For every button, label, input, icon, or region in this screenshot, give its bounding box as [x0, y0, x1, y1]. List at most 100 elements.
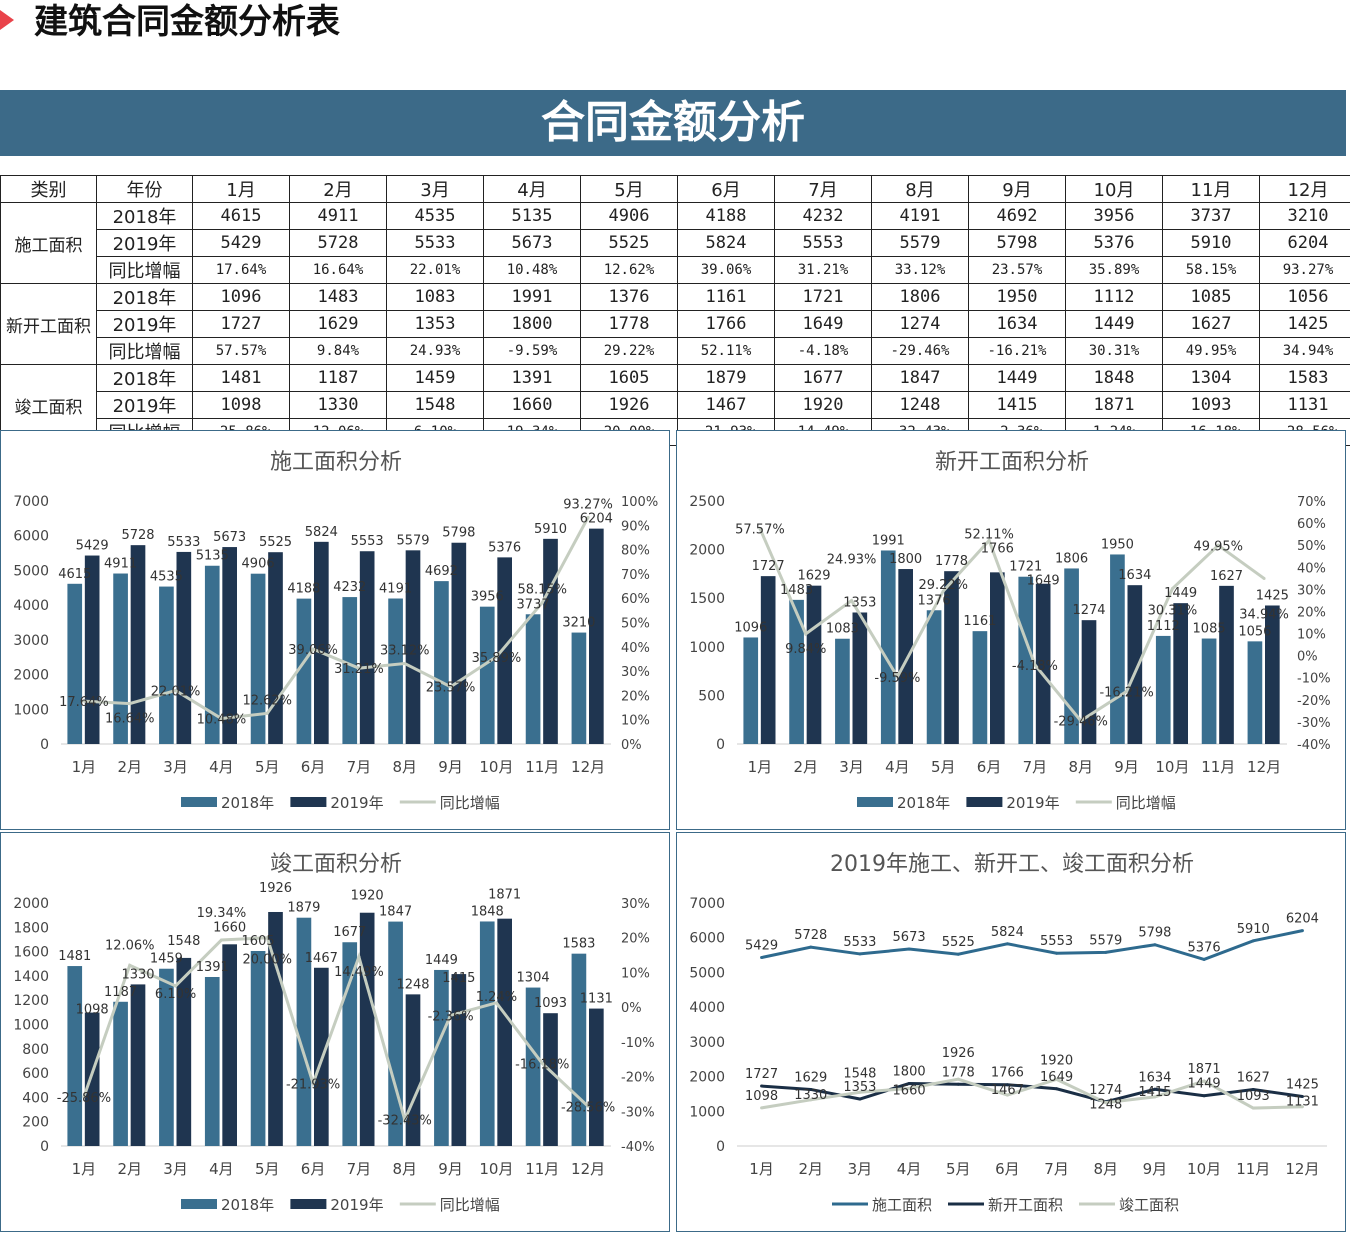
line-data-label: 1727 [745, 1067, 778, 1082]
bar-data-label: 5824 [305, 525, 338, 540]
x-tick-label: 11月 [525, 758, 559, 776]
y-tick-label: 2000 [13, 896, 49, 912]
bar-2018年 [479, 921, 495, 1146]
y-tick-label: 1000 [689, 640, 725, 656]
y-tick-label: 3000 [13, 633, 49, 649]
line-data-label: 1093 [1237, 1089, 1270, 1104]
value-cell: -9.59% [483, 337, 581, 365]
year-cell: 2018年 [96, 364, 193, 392]
line-point [1300, 1105, 1304, 1109]
line-data-label: 22.01% [151, 685, 201, 700]
line-point [1202, 1079, 1206, 1083]
bar-2018年 [159, 586, 174, 744]
y-tick-label: 1000 [13, 1018, 49, 1034]
x-tick-label: 5月 [255, 758, 280, 776]
bar-2019年 [944, 571, 959, 744]
column-header: 3月 [386, 175, 484, 203]
x-tick-label: 7月 [1023, 758, 1048, 776]
bar-data-label: 1871 [488, 888, 521, 903]
line-data-label: 9.84% [785, 642, 826, 657]
value-cell: 1660 [483, 391, 581, 419]
line-point [760, 956, 764, 960]
value-cell: 1920 [774, 391, 872, 419]
y-tick-label: 400 [22, 1090, 49, 1106]
x-tick-label: 11月 [1236, 1160, 1270, 1178]
x-tick-label: 6月 [301, 758, 326, 776]
x-tick-label: 9月 [438, 1160, 463, 1178]
bar-data-label: 1800 [889, 552, 922, 567]
y2-tick-label: -40% [1297, 738, 1331, 753]
y-tick-label: 2000 [689, 1070, 725, 1086]
value-cell: 1721 [774, 283, 872, 311]
bar-2018年 [159, 968, 174, 1146]
y2-tick-label: -30% [621, 1105, 655, 1120]
y-tick-label: 2000 [689, 543, 725, 559]
bar-2019年 [1035, 583, 1051, 744]
line-point [1262, 576, 1266, 580]
line-data-label: 1629 [794, 1070, 827, 1085]
value-cell: 1634 [968, 310, 1066, 338]
x-tick-label: 9月 [1143, 1160, 1168, 1178]
value-cell: 5910 [1162, 229, 1260, 257]
line-data-label: 1467 [991, 1083, 1024, 1098]
y2-tick-label: 90% [621, 519, 650, 534]
bar-2019年 [589, 528, 604, 744]
value-cell: 1583 [1259, 364, 1350, 392]
x-tick-label: 6月 [301, 1160, 326, 1178]
value-cell: 4188 [677, 202, 775, 230]
bar-2019年 [589, 1008, 604, 1146]
table-row: 新开工面积 2018年 1096 1483 1083 1991 1376 1161 1721 18… [0, 283, 1350, 365]
y2-tick-label: 0% [621, 1001, 642, 1016]
value-cell: 1627 [1162, 310, 1260, 338]
x-tick-label: 2月 [798, 1160, 823, 1178]
chart-panel-new-start: 新开工面积分析 0 500 1000 1500 2000 2500 -40% -30% -20% -… [676, 430, 1346, 830]
value-cell: -4.18% [774, 337, 872, 365]
chart-2019-summary: 2019年施工、新开工、竣工面积分析 0 1000 2000 3000 4000 5000 6… [689, 852, 1327, 1214]
table-row: 2019年 5429 5728 5533 5673 5525 5824 5553 5579 579… [1, 229, 1350, 257]
bar-data-label: 1847 [379, 905, 412, 920]
value-cell: 1727 [192, 310, 290, 338]
bar-data-label: 1425 [1256, 588, 1289, 603]
x-tick-label: 7月 [1044, 1160, 1069, 1178]
line-point [1153, 1087, 1157, 1091]
bar-data-label: 4692 [425, 564, 458, 579]
x-tick-label: 8月 [392, 1160, 417, 1178]
value-cell: 1871 [1065, 391, 1163, 419]
bar-2018年 [434, 969, 449, 1146]
line-point [1202, 1094, 1206, 1098]
bar-data-label: 1605 [242, 934, 275, 949]
line-point [1005, 1083, 1009, 1087]
y-tick-label: 6000 [13, 529, 49, 545]
bar-data-label: 1660 [213, 920, 246, 935]
bar-data-label: 3956 [471, 590, 504, 605]
bar-data-label: 1056 [1238, 624, 1271, 639]
line-point [987, 539, 991, 543]
x-tick-label: 8月 [1093, 1160, 1118, 1178]
line-point [1104, 1101, 1108, 1105]
line-data-label: 23.57% [426, 681, 476, 696]
bar-data-label: 1096 [734, 620, 767, 635]
y-tick-label: 1500 [689, 591, 725, 607]
value-cell: 31.21% [774, 256, 872, 284]
y2-tick-label: 70% [1297, 495, 1326, 510]
y2-tick-label: 30% [621, 897, 650, 912]
y-tick-label: 4000 [13, 598, 49, 614]
x-tick-label: 4月 [897, 1160, 922, 1178]
bar-data-label: 1248 [396, 977, 429, 992]
line-data-label: -32.43% [378, 1114, 432, 1129]
value-cell: 1548 [386, 391, 484, 419]
line-data-label: 5824 [991, 925, 1024, 940]
line-point [403, 1118, 407, 1122]
bar-2018年 [204, 976, 220, 1146]
line-point [128, 963, 132, 967]
y-tick-label: 6000 [689, 931, 725, 947]
x-tick-label: 1月 [749, 1160, 774, 1178]
bar-2018年 [1064, 568, 1079, 744]
x-tick-label: 12月 [571, 1160, 605, 1178]
bar-data-label: 1991 [872, 533, 905, 548]
x-tick-label: 2月 [117, 1160, 142, 1178]
table-row: 施工面积 2018年 4615 4911 4535 5135 4906 4188 4232 419… [0, 202, 1350, 284]
chart-title: 竣工面积分析 [270, 852, 402, 877]
table-row: 2019年 1098 1330 1548 1660 1926 1467 1920 1248 141… [1, 391, 1350, 419]
bar-2019年 [990, 572, 1005, 744]
